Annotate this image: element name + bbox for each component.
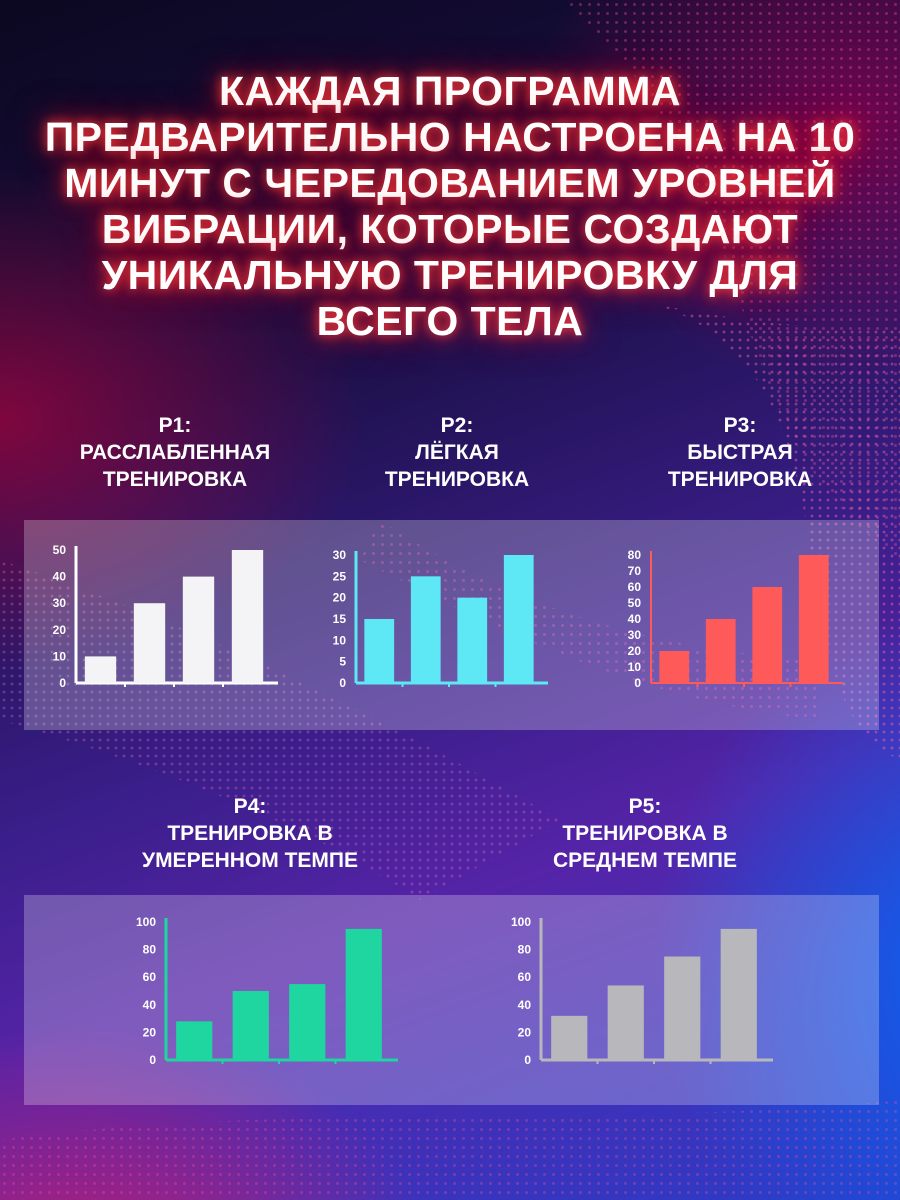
y-tick-label: 60 xyxy=(143,970,157,984)
y-tick-label: 20 xyxy=(53,623,67,637)
bar xyxy=(289,984,326,1060)
y-tick-label: 20 xyxy=(628,644,642,658)
y-tick-label: 0 xyxy=(339,676,346,690)
bar xyxy=(364,619,395,683)
bar xyxy=(752,587,783,683)
y-tick-label: 15 xyxy=(333,612,347,626)
y-tick-label: 30 xyxy=(53,596,67,610)
y-tick-label: 20 xyxy=(518,1025,532,1039)
y-tick-label: 0 xyxy=(59,676,66,690)
program-title-p2: P2: ЛЁГКАЯ ТРЕНИРОВКА xyxy=(362,412,552,493)
bar xyxy=(457,597,488,683)
bar xyxy=(182,576,215,683)
y-tick-label: 30 xyxy=(333,548,347,562)
program-code: P3: xyxy=(723,414,757,437)
y-tick-label: 10 xyxy=(53,649,67,663)
y-tick-label: 40 xyxy=(518,998,532,1012)
y-tick-label: 50 xyxy=(628,596,642,610)
program-code: P4: xyxy=(233,795,267,818)
chart-p4: 0 20 40 60 80 100 xyxy=(136,915,398,1067)
y-tick-label: 40 xyxy=(53,570,67,584)
bar xyxy=(705,619,736,683)
y-tick-label: 100 xyxy=(136,915,156,929)
y-tick-label: 0 xyxy=(149,1053,156,1067)
headline: КАЖДАЯ ПРОГРАММА ПРЕДВАРИТЕЛЬНО НАСТРОЕН… xyxy=(44,68,856,344)
y-tick-label: 40 xyxy=(628,612,642,626)
y-tick-label: 10 xyxy=(628,660,642,674)
bar xyxy=(551,1015,588,1060)
y-tick-label: 5 xyxy=(339,655,346,669)
program-name: БЫСТРАЯ ТРЕНИРОВКА xyxy=(667,441,813,491)
chart-panel-top xyxy=(24,520,879,730)
program-title-p1: P1: РАССЛАБЛЕННАЯ ТРЕНИРОВКА xyxy=(45,412,305,493)
bar xyxy=(84,656,117,683)
y-tick-label: 0 xyxy=(524,1053,531,1067)
chart-p2: 0 5 10 15 20 25 30 xyxy=(333,548,548,690)
bar xyxy=(798,555,829,683)
y-tick-label: 70 xyxy=(628,564,642,578)
program-name: РАССЛАБЛЕННАЯ ТРЕНИРОВКА xyxy=(79,441,271,491)
y-tick-label: 80 xyxy=(628,548,642,562)
y-tick-label: 25 xyxy=(333,569,347,583)
y-tick-label: 0 xyxy=(634,676,641,690)
bar xyxy=(720,928,757,1060)
bar xyxy=(664,956,701,1060)
bar xyxy=(503,555,534,683)
bar xyxy=(410,576,441,683)
program-code: P1: xyxy=(158,414,192,437)
bar xyxy=(345,928,382,1060)
y-tick-label: 20 xyxy=(333,591,347,605)
bar xyxy=(231,550,264,683)
program-name: ЛЁГКАЯ ТРЕНИРОВКА xyxy=(384,441,530,491)
chart-p3: 0 10 20 30 40 50 60 70 80 xyxy=(628,548,843,690)
y-tick-label: 10 xyxy=(333,633,347,647)
y-tick-label: 80 xyxy=(518,943,532,957)
program-name: ТРЕНИРОВКА В УМЕРЕННОМ ТЕМПЕ xyxy=(142,822,358,872)
program-code: P5: xyxy=(628,795,662,818)
y-tick-label: 40 xyxy=(143,998,157,1012)
bar xyxy=(133,603,166,683)
program-title-p4: P4: ТРЕНИРОВКА В УМЕРЕННОМ ТЕМПЕ xyxy=(120,793,380,874)
y-tick-label: 60 xyxy=(518,970,532,984)
chart-p5: 0 20 40 60 80 100 xyxy=(511,915,773,1067)
chart-p1: 0 10 20 30 40 50 xyxy=(53,543,278,690)
y-tick-label: 30 xyxy=(628,628,642,642)
bar xyxy=(232,991,269,1060)
y-tick-label: 60 xyxy=(628,580,642,594)
y-tick-label: 80 xyxy=(143,943,157,957)
bar xyxy=(607,985,644,1060)
y-tick-label: 50 xyxy=(53,543,67,557)
program-title-p5: P5: ТРЕНИРОВКА В СРЕДНЕМ ТЕМПЕ xyxy=(525,793,765,874)
y-tick-label: 20 xyxy=(143,1025,157,1039)
program-title-p3: P3: БЫСТРАЯ ТРЕНИРОВКА xyxy=(645,412,835,493)
bar xyxy=(176,1021,213,1060)
program-name: ТРЕНИРОВКА В СРЕДНЕМ ТЕМПЕ xyxy=(552,822,738,872)
bar xyxy=(659,651,690,683)
program-code: P2: xyxy=(440,414,474,437)
y-tick-label: 100 xyxy=(511,915,531,929)
